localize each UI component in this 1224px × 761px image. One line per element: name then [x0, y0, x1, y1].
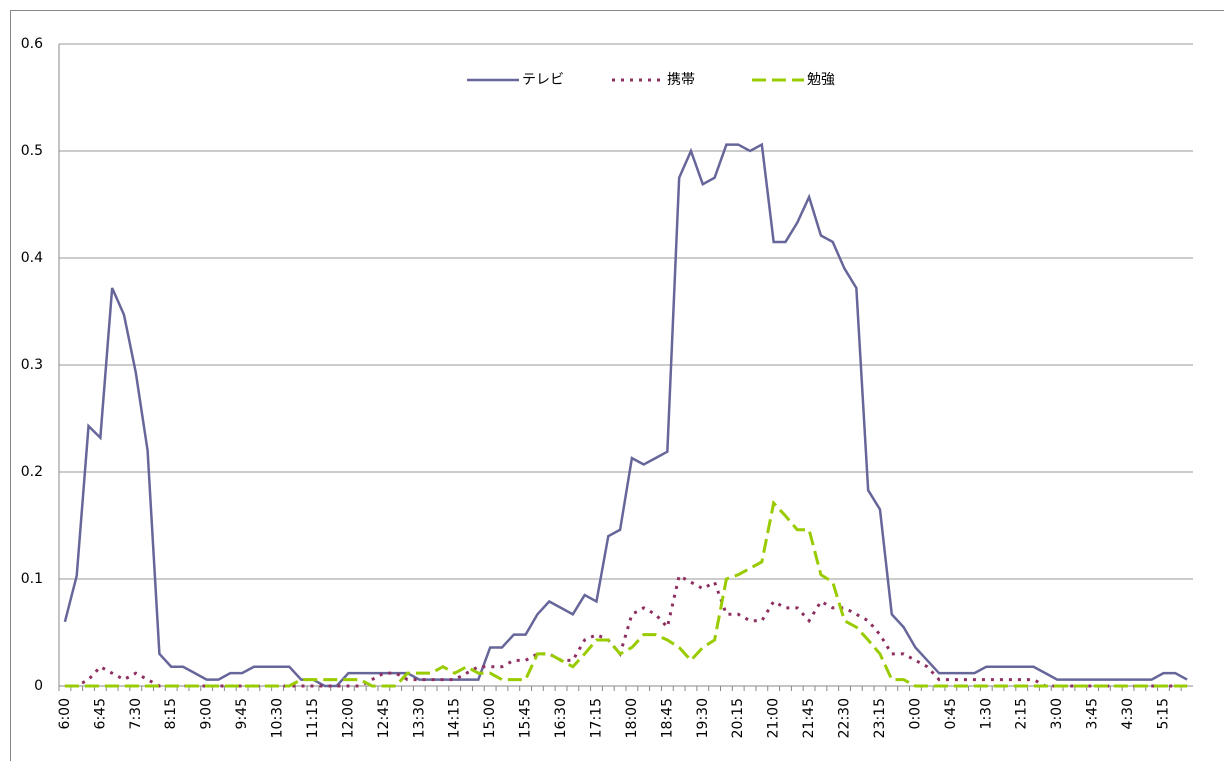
x-tick-label: 7:30: [128, 698, 144, 729]
x-tick-label: 0:00: [907, 698, 923, 729]
x-tick-label: 16:30: [553, 698, 569, 738]
x-tick-label: 14:15: [447, 698, 463, 738]
x-tick-label: 21:45: [801, 698, 817, 738]
x-tick-label: 13:30: [411, 698, 427, 738]
x-tick-label: 6:00: [57, 698, 73, 729]
y-tick-label: 0.2: [21, 464, 43, 480]
x-tick-label: 15:45: [518, 698, 534, 738]
legend-label: テレビ: [522, 72, 564, 88]
y-tick-label: 0.1: [21, 571, 43, 587]
x-tick-label: 12:45: [376, 698, 392, 738]
x-tick-label: 8:15: [163, 698, 179, 729]
y-tick-label: 0.5: [21, 143, 43, 159]
x-tick-label: 19:30: [695, 698, 711, 738]
legend-label: 勉強: [807, 72, 835, 88]
y-tick-label: 0.4: [21, 250, 43, 266]
x-tick-label: 18:45: [659, 698, 675, 738]
y-tick-label: 0.3: [21, 357, 43, 373]
x-tick-label: 9:45: [234, 698, 250, 729]
series-line: [64, 573, 1188, 688]
x-tick-label: 18:00: [624, 698, 640, 738]
x-tick-label: 4:30: [1120, 698, 1136, 729]
series-line: [64, 499, 1188, 688]
x-tick-label: 10:30: [270, 698, 286, 738]
x-tick-label: 0:45: [943, 698, 959, 729]
y-tick-label: 0.6: [21, 36, 43, 52]
x-tick-label: 3:00: [1049, 698, 1065, 729]
x-tick-label: 21:00: [766, 698, 782, 738]
x-tick-label: 9:00: [199, 698, 215, 729]
x-tick-label: 22:30: [837, 698, 853, 738]
x-tick-label: 17:15: [588, 698, 604, 738]
y-tick-label: 0: [34, 678, 43, 694]
x-tick-label: 15:00: [482, 698, 498, 738]
chart-frame: [10, 10, 1224, 761]
x-tick-label: 23:15: [872, 698, 888, 738]
legend-label: 携帯: [667, 72, 695, 88]
x-tick-label: 20:15: [730, 698, 746, 738]
x-tick-label: 11:15: [305, 698, 321, 738]
x-tick-label: 2:15: [1014, 698, 1030, 729]
x-tick-label: 6:45: [92, 698, 108, 729]
x-tick-label: 1:30: [978, 698, 994, 729]
x-tick-label: 5:15: [1155, 698, 1171, 729]
series-line: [63, 142, 1188, 688]
x-tick-label: 12:00: [340, 698, 356, 738]
x-tick-label: 3:45: [1085, 698, 1101, 729]
